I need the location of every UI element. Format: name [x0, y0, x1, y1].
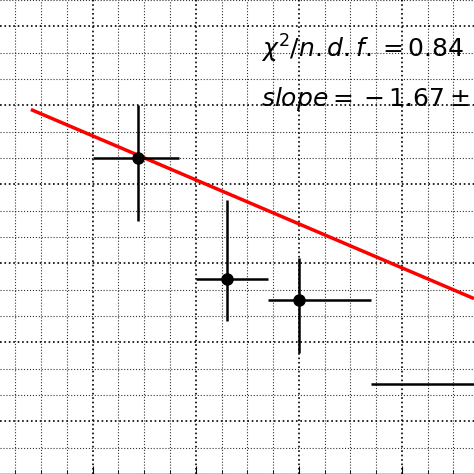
Text: $slope = -1.67 \pm 0$: $slope = -1.67 \pm 0$: [261, 85, 474, 113]
Text: $\chi^2 / n.d.f. = 0.84$: $\chi^2 / n.d.f. = 0.84$: [261, 33, 464, 65]
